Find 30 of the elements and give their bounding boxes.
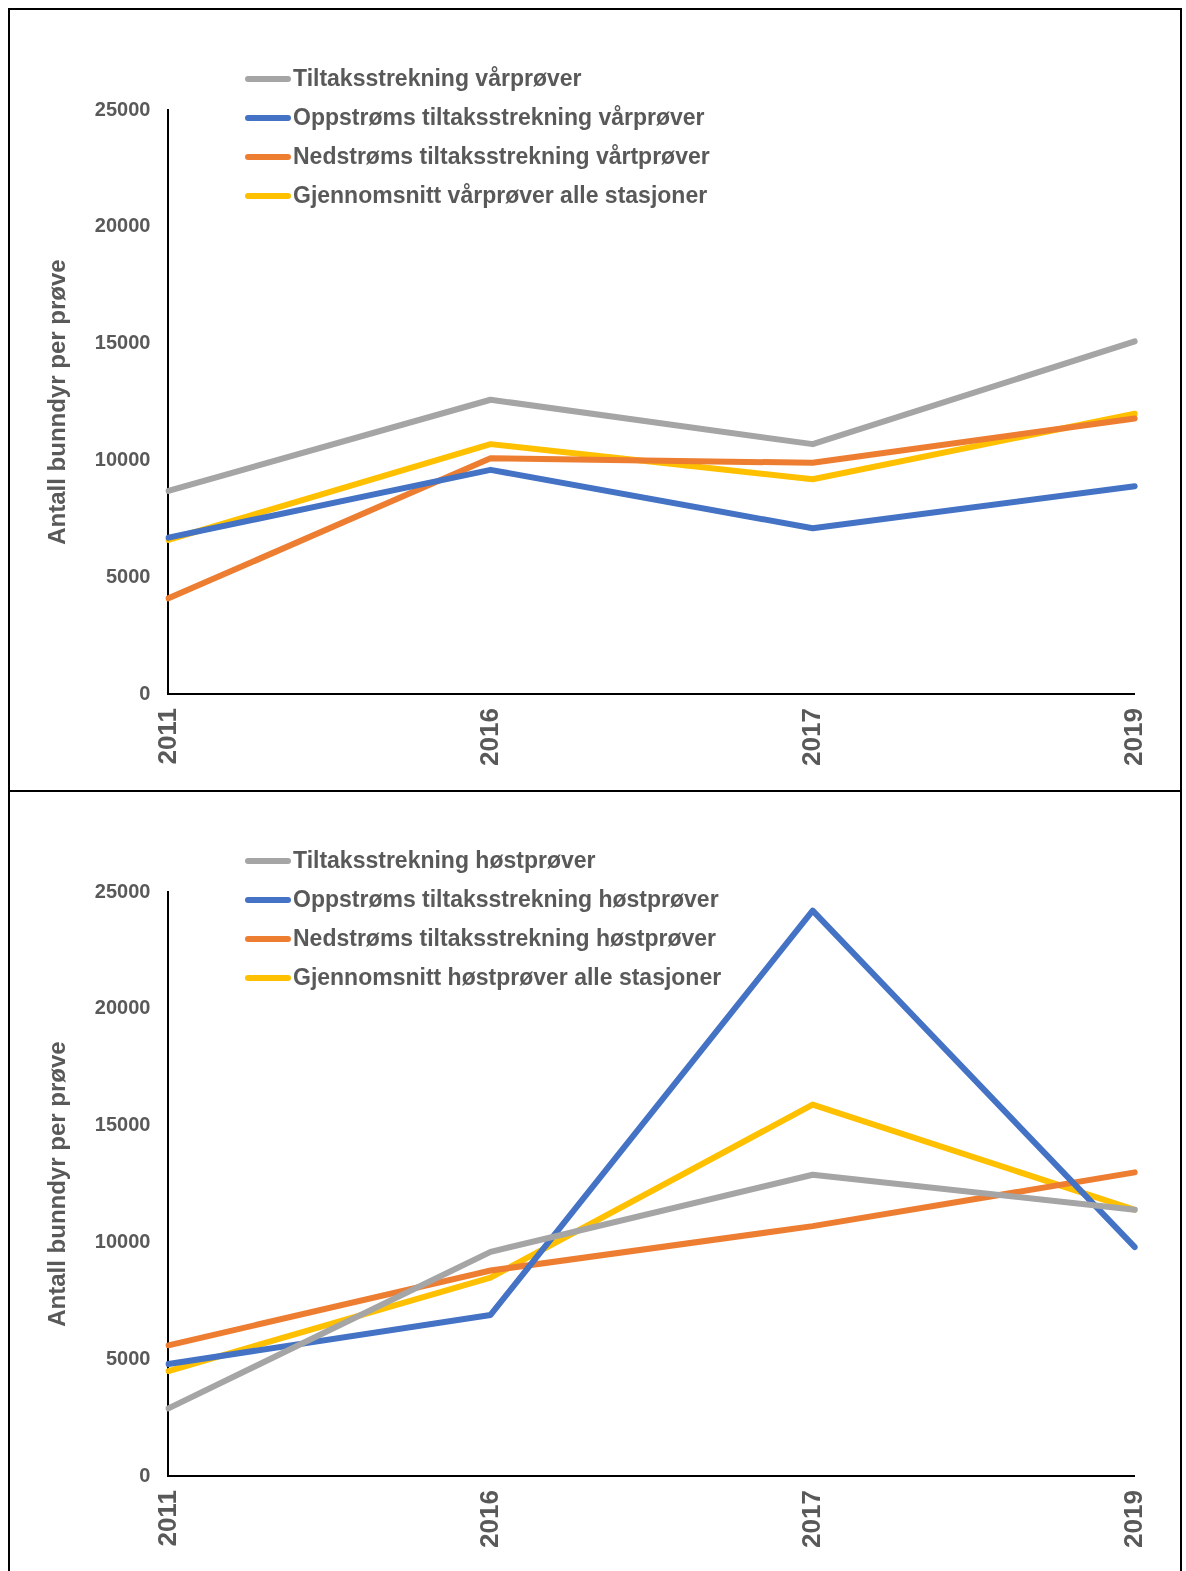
y-tick-label: 0 [139, 1463, 151, 1486]
y-tick-label: 10000 [94, 448, 151, 471]
x-tick-label: 2017 [795, 708, 826, 766]
y-tick-label: 20000 [94, 214, 151, 237]
y-tick-label: 20000 [94, 996, 151, 1019]
x-tick-label: 2017 [795, 1490, 826, 1548]
x-tick-label: 2011 [151, 708, 182, 765]
y-tick-label: 5000 [105, 1346, 151, 1369]
legend-label: Oppstrøms tiltaksstrekning vårprøver [293, 104, 705, 131]
y-tick-label: 25000 [94, 97, 151, 120]
y-tick-label: 10000 [94, 1230, 151, 1253]
x-tick-label: 2019 [1117, 1490, 1148, 1548]
x-tick-label: 2011 [151, 1490, 182, 1547]
x-tick-label: 2016 [473, 708, 504, 766]
y-axis-title: Antall bunndyr per prøve [43, 1041, 71, 1327]
x-tick-label: 2019 [1117, 708, 1148, 766]
legend-label: Nedstrøms tiltaksstrekning vårtprøver [293, 143, 710, 170]
legend-label: Tiltaksstrekning vårprøver [293, 65, 582, 92]
y-tick-label: 0 [139, 681, 151, 704]
legend-label: Tiltaksstrekning høstprøver [293, 847, 596, 874]
y-tick-label: 5000 [105, 564, 151, 587]
y-tick-label: 15000 [94, 331, 151, 354]
y-tick-label: 15000 [94, 1113, 151, 1136]
legend-label: Gjennomsnitt høstprøver alle stasjoner [293, 964, 722, 991]
legend-label: Nedstrøms tiltaksstrekning høstprøver [293, 925, 717, 952]
x-tick-label: 2016 [473, 1490, 504, 1548]
y-tick-label: 25000 [94, 879, 151, 902]
y-axis-title: Antall bunndyr per prøve [43, 259, 71, 545]
legend-label: Gjennomsnitt vårprøver alle stasjoner [293, 182, 708, 209]
legend-label: Oppstrøms tiltaksstrekning høstprøver [293, 886, 719, 913]
